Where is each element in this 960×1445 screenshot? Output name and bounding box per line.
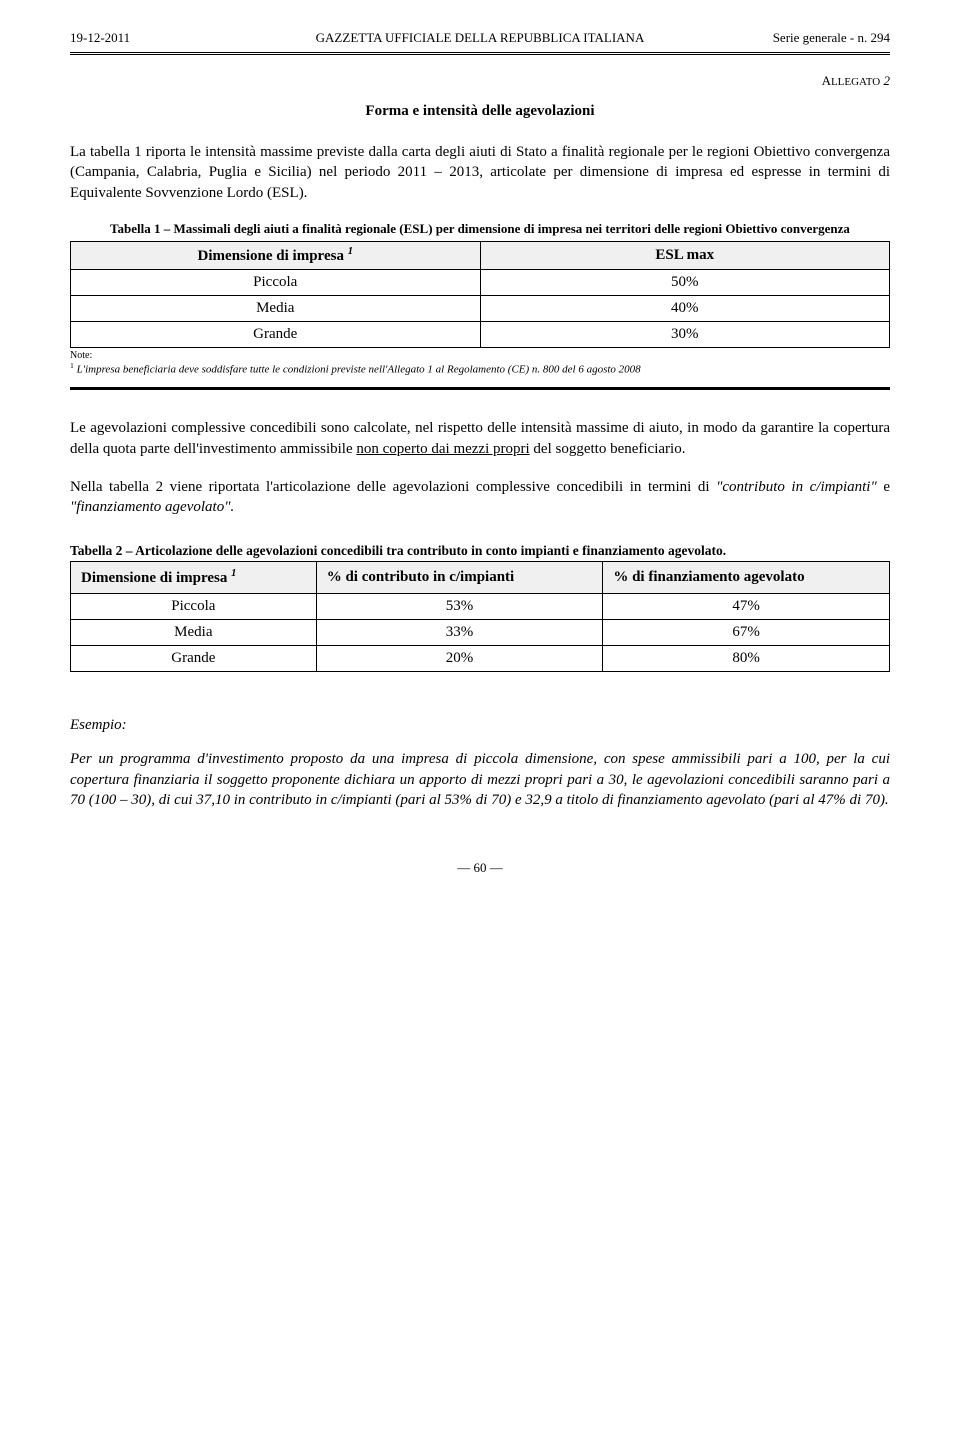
table1-header-left: Dimensione di impresa 1	[71, 241, 481, 269]
paragraph-3: Nella tabella 2 viene riportata l'artico…	[70, 477, 890, 518]
table2-caption: Tabella 2 – Articolazione delle agevolaz…	[70, 543, 890, 559]
table-row: Grande 20% 80%	[71, 646, 890, 672]
section-title: Forma e intensità delle agevolazioni	[70, 103, 890, 120]
header-series: Serie generale - n. 294	[710, 30, 890, 46]
table-row: Piccola 50%	[71, 269, 890, 295]
table1-header-row: Dimensione di impresa 1 ESL max	[71, 241, 890, 269]
paragraph-2: Le agevolazioni complessive concedibili …	[70, 418, 890, 459]
allegato-label: ALLEGATO 2	[70, 73, 890, 89]
table1-caption: Tabella 1 – Massimali degli aiuti a fina…	[70, 221, 890, 237]
header-rule-2	[70, 54, 890, 55]
section-divider	[70, 387, 890, 390]
table1-header-right: ESL max	[480, 241, 890, 269]
esempio-label: Esempio:	[70, 717, 890, 734]
intro-paragraph: La tabella 1 riporta le intensità massim…	[70, 142, 890, 203]
esempio-body: Per un programma d'investimento proposto…	[70, 749, 890, 810]
table-row: Media 40%	[71, 295, 890, 321]
table2-h2: % di finanziamento agevolato	[603, 562, 890, 594]
header-title: GAZZETTA UFFICIALE DELLA REPUBBLICA ITAL…	[250, 30, 710, 46]
page-header: 19-12-2011 GAZZETTA UFFICIALE DELLA REPU…	[70, 30, 890, 46]
header-date: 19-12-2011	[70, 30, 250, 46]
table1-note-text: 1 L'impresa beneficiaria deve soddisfare…	[70, 361, 890, 376]
table2-h0: Dimensione di impresa 1	[71, 562, 317, 594]
header-rule-1	[70, 52, 890, 53]
table1-note-label: Note:	[70, 350, 890, 361]
table-row: Grande 30%	[71, 321, 890, 347]
table-row: Piccola 53% 47%	[71, 594, 890, 620]
page-number: — 60 —	[70, 860, 890, 876]
table-1: Dimensione di impresa 1 ESL max Piccola …	[70, 241, 890, 348]
table2-header-row: Dimensione di impresa 1 % di contributo …	[71, 562, 890, 594]
table-row: Media 33% 67%	[71, 620, 890, 646]
table-2: Dimensione di impresa 1 % di contributo …	[70, 561, 890, 672]
table2-h1: % di contributo in c/impianti	[316, 562, 603, 594]
